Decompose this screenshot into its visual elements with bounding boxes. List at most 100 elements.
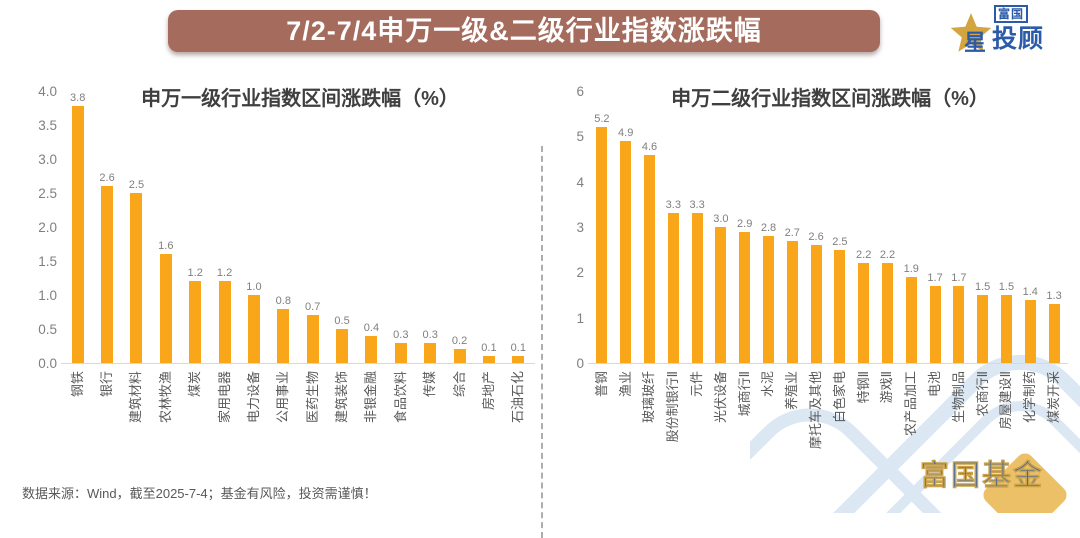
category-label: 银行	[99, 371, 115, 398]
bar-slot: 2.2	[856, 92, 871, 363]
category-label: 摩托车及其他	[808, 371, 824, 450]
bar	[881, 263, 893, 363]
bar-slot: 0.1	[481, 92, 497, 363]
category-label: 化学制药	[1022, 371, 1038, 424]
bar-slot: 0.7	[305, 92, 320, 363]
y-axis-tick: 2	[576, 265, 584, 281]
category-label: 家用电器	[216, 371, 232, 424]
x-axis-labels: 普钢 渔业 玻璃玻纤 股份制银行Ⅱ 元件 光伏设备 城商行Ⅱ 水泥 养殖业 摩托车及其他 白色家电特…	[588, 365, 1068, 470]
source-note: 数据来源：Wind，截至2025-7-4；基金有风险，投资需谨慎！	[22, 486, 377, 501]
bar-value-label: 0.1	[510, 342, 526, 355]
bar	[643, 154, 655, 363]
bar	[762, 236, 774, 363]
bar-value-label: 4.9	[618, 126, 634, 139]
bar-value-label: 3.3	[665, 199, 681, 212]
brand-name: 投顾	[992, 25, 1045, 53]
bar-value-label: 2.6	[99, 172, 115, 185]
category-label: 公用事业	[275, 371, 291, 424]
page-title: 7/2-7/4申万一级&二级行业指数涨跌幅	[168, 10, 880, 52]
bar-value-label: 1.2	[216, 267, 233, 280]
bar	[336, 329, 349, 363]
bar-slot: 3.0	[713, 92, 729, 363]
bar	[189, 281, 202, 363]
category-label: 电池	[927, 371, 943, 398]
category-label: 房屋建设Ⅱ	[998, 371, 1014, 430]
bar	[365, 335, 378, 363]
bar	[977, 295, 989, 363]
category-label: 电力设备	[245, 371, 261, 424]
category-label: 白色家电	[831, 371, 847, 424]
bar-slot: 5.2	[594, 92, 610, 363]
bar	[834, 249, 846, 363]
bar-value-label: 2.7	[784, 226, 800, 239]
bar-slot: 0.1	[511, 92, 526, 363]
bar-value-label: 0.4	[363, 321, 380, 334]
bar	[277, 308, 290, 363]
chart-divider	[541, 146, 543, 538]
y-axis-tick: 3	[576, 220, 584, 235]
bar-value-label: 1.4	[1022, 285, 1038, 298]
bar	[71, 106, 84, 363]
y-axis-tick: 2.5	[38, 186, 57, 201]
bar	[929, 285, 941, 363]
watermark-text: 富国基金	[920, 458, 1044, 492]
y-axis-tick: 3.0	[38, 152, 57, 167]
bar-slot: 1.7	[951, 92, 967, 363]
y-axis-tick: 4.0	[38, 84, 57, 99]
bar-value-label: 2.6	[808, 231, 824, 244]
bar-value-label: 2.8	[760, 222, 777, 235]
bar	[394, 342, 407, 363]
chart-sw-level2: 申万二级行业指数区间涨跌幅（%） 6 5 4 3 2 1 0 5.2 4.9 4.6 3.3 3.3 3.…	[552, 72, 1068, 472]
bar-value-label: 5.2	[594, 113, 610, 126]
category-label: 农产品加工	[903, 371, 919, 437]
category-label: 传媒	[422, 371, 438, 398]
bar-slot: 2.5	[832, 92, 848, 363]
bar-slot: 3.3	[666, 92, 681, 363]
bar-slot: 2.7	[785, 92, 800, 363]
category-label: 非银金融	[363, 371, 379, 424]
watermark-logo: 富国基金	[750, 354, 1080, 513]
bar	[482, 356, 495, 363]
y-axis-tick: 1.5	[38, 254, 57, 269]
y-axis-tick: 5	[576, 129, 584, 145]
bar-slot: 1.5	[999, 92, 1014, 363]
charts-area: 申万一级行业指数区间涨跌幅（%） 4.0 3.5 3.0 2.5 2.0 1.5 1.0 0.5…	[0, 72, 1080, 538]
bar-slot: 1.6	[158, 92, 173, 363]
bar	[512, 356, 525, 363]
category-label: 农商行Ⅱ	[974, 371, 990, 417]
bar-slot: 4.9	[618, 92, 633, 363]
category-label: 煤炭开采	[1046, 371, 1062, 424]
bar	[424, 342, 437, 363]
bar	[247, 295, 260, 363]
y-axis-tick: 0	[576, 356, 584, 371]
y-axis-tick: 4	[576, 174, 584, 190]
bar-slot: 0.2	[452, 92, 467, 363]
bar-value-label: 1.0	[246, 281, 262, 293]
bar	[130, 193, 143, 363]
bar-value-label: 0.2	[451, 335, 468, 348]
category-label: 游戏Ⅱ	[879, 371, 895, 404]
category-label: 普钢	[593, 371, 609, 398]
bar-slot: 1.2	[188, 92, 203, 363]
category-label: 建筑材料	[128, 371, 144, 424]
bar-value-label: 4.6	[641, 140, 658, 153]
category-label: 食品饮料	[392, 371, 408, 424]
bar-slot: 3.8	[70, 92, 85, 363]
bar-value-label: 0.3	[422, 328, 438, 341]
bar-value-label: 1.9	[903, 262, 919, 275]
bar	[218, 281, 231, 363]
brand-logo: 富国 星 投顾	[950, 3, 1068, 63]
bar	[101, 186, 114, 363]
bar-slot: 0.5	[334, 92, 350, 363]
bar-slot: 0.4	[364, 92, 379, 363]
plot-area: 5.2 4.9 4.6 3.3 3.3 3.0 2.9 2.8 2.7 2.6 2.5 2.2 2.2 1…	[588, 92, 1068, 364]
category-label: 建筑装饰	[334, 371, 350, 424]
bar-slot: 1.7	[927, 92, 943, 363]
bar-slot: 1.9	[904, 92, 919, 363]
bar-slot: 2.6	[99, 92, 115, 363]
bar-value-label: 1.6	[158, 240, 174, 253]
y-axis-tick: 2.0	[38, 220, 57, 235]
bar-slot: 0.8	[276, 92, 291, 363]
bar	[1048, 304, 1060, 363]
chart-sw-level1: 申万一级行业指数区间涨跌幅（%） 4.0 3.5 3.0 2.5 2.0 1.5 1.0 0.5…	[25, 72, 535, 472]
